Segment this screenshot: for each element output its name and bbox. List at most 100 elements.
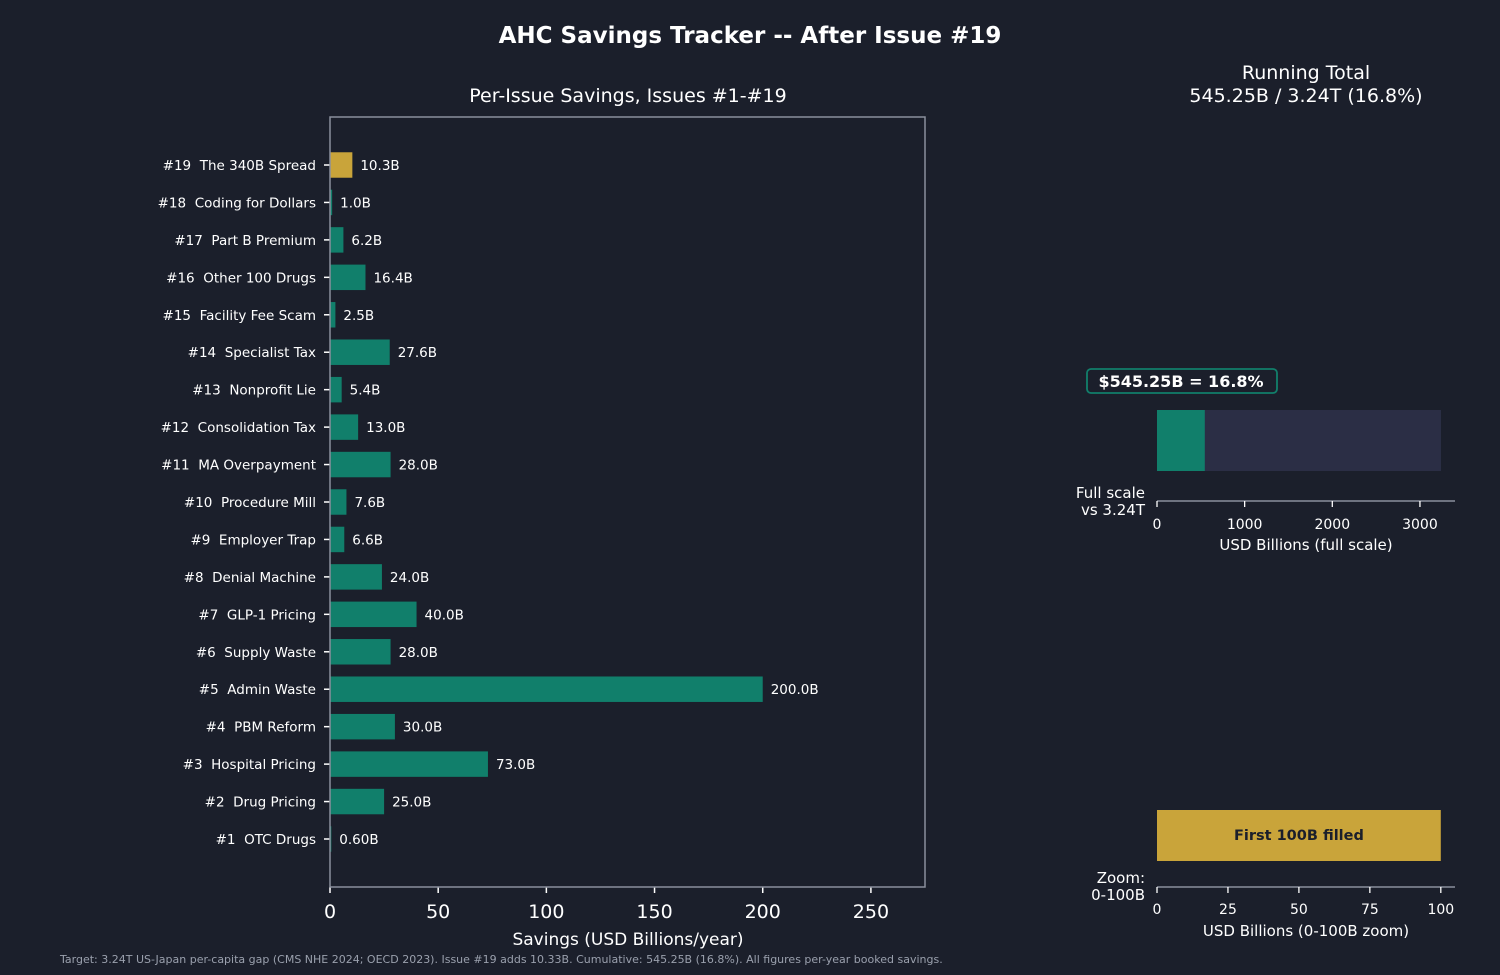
bar-issue-2 bbox=[330, 788, 385, 815]
value-label: 7.6B bbox=[354, 495, 385, 511]
bar-issue-19 bbox=[330, 152, 353, 178]
running-total-title-line-1: Running Total bbox=[1242, 62, 1370, 84]
cumulative-annotation: $545.25B = 16.8% bbox=[1086, 368, 1278, 394]
category-label: #4 PBM Reform bbox=[206, 720, 316, 736]
category-label: #1 OTC Drugs bbox=[216, 832, 316, 848]
value-label: 200.0B bbox=[771, 682, 819, 698]
x-tick-label: 150 bbox=[636, 901, 672, 923]
bar-issue-8 bbox=[330, 564, 382, 590]
category-label: #14 Specialist Tax bbox=[188, 345, 316, 361]
bar-issue-3 bbox=[330, 751, 488, 777]
category-label: #19 The 340B Spread bbox=[163, 158, 316, 174]
x-tick-label: 250 bbox=[853, 901, 889, 923]
zoom-x-axis-label: USD Billions (0-100B zoom) bbox=[1203, 922, 1409, 940]
bar-issue-7 bbox=[330, 601, 417, 628]
full-scale-bars bbox=[1157, 410, 1441, 471]
x-tick-label: 100 bbox=[1427, 902, 1454, 918]
x-tick-label: 3000 bbox=[1402, 517, 1438, 533]
full-scale-x-axis-label: USD Billions (full scale) bbox=[1219, 536, 1392, 554]
category-label: #3 Hospital Pricing bbox=[183, 757, 316, 773]
running-total-chart: Running Total 545.25B / 3.24T (16.8%) $5… bbox=[1076, 62, 1455, 554]
value-label: 1.0B bbox=[340, 195, 371, 211]
bar-issue-17 bbox=[330, 227, 344, 253]
category-label: #7 GLP-1 Pricing bbox=[198, 607, 316, 623]
x-tick-label: 2000 bbox=[1314, 517, 1350, 533]
category-label: #11 MA Overpayment bbox=[161, 458, 316, 474]
category-label: #13 Nonprofit Lie bbox=[192, 383, 316, 399]
bar-issue-18 bbox=[330, 189, 333, 216]
cumulative-bar bbox=[1157, 410, 1205, 471]
per-issue-bars bbox=[330, 152, 763, 852]
bar-issue-13 bbox=[330, 376, 342, 403]
value-label: 6.2B bbox=[351, 233, 382, 249]
category-label: #18 Coding for Dollars bbox=[158, 195, 316, 211]
x-tick-label: 0 bbox=[324, 901, 336, 923]
bar-issue-9 bbox=[330, 526, 345, 553]
value-label: 28.0B bbox=[399, 458, 438, 474]
full-scale-y-label-line-2: vs 3.24T bbox=[1081, 501, 1146, 519]
zoom-bars: First 100B filled bbox=[1157, 810, 1441, 861]
cumulative-annotation-box bbox=[1086, 368, 1278, 394]
value-label: 30.0B bbox=[403, 720, 442, 736]
bar-issue-11 bbox=[330, 451, 391, 478]
value-label: 40.0B bbox=[425, 607, 464, 623]
per-issue-chart: Per-Issue Savings, Issues #1-#19 #1 OTC … bbox=[158, 85, 926, 950]
cumulative-annotation-text: $545.25B = 16.8% bbox=[1098, 372, 1263, 391]
value-label: 5.4B bbox=[350, 383, 381, 399]
bar-issue-10 bbox=[330, 489, 347, 515]
x-tick-label: 100 bbox=[528, 901, 564, 923]
bar-issue-6 bbox=[330, 639, 391, 665]
value-label: 2.5B bbox=[343, 308, 374, 324]
value-label: 0.60B bbox=[339, 832, 378, 848]
zoom-y-label-line-2: 0-100B bbox=[1091, 886, 1145, 904]
bar-issue-5 bbox=[330, 676, 763, 702]
running-total-title-line-2: 545.25B / 3.24T (16.8%) bbox=[1189, 85, 1422, 107]
category-label: #10 Procedure Mill bbox=[184, 495, 316, 511]
per-issue-x-ticks: 0 50 100 150 200 250 bbox=[324, 887, 889, 923]
value-label: 27.6B bbox=[398, 345, 437, 361]
category-label: #6 Supply Waste bbox=[196, 645, 316, 661]
per-issue-value-labels: 0.60B 25.0B 73.0B 30.0B 200.0B 28.0B 40.0B 24.0… bbox=[339, 158, 818, 848]
value-label: 13.0B bbox=[366, 420, 405, 436]
bar-issue-15 bbox=[330, 302, 336, 328]
category-label: #5 Admin Waste bbox=[199, 682, 316, 698]
per-issue-plot-frame bbox=[329, 116, 926, 888]
zoom-chart: First 100B filled 0 25 50 75 100 Zoom: 0-100… bbox=[1091, 810, 1455, 940]
category-label: #12 Consolidation Tax bbox=[161, 420, 316, 436]
per-issue-category-labels: #1 OTC Drugs #2 Drug Pricing #3 Hospital P… bbox=[158, 158, 330, 848]
category-label: #15 Facility Fee Scam bbox=[163, 308, 316, 324]
x-tick-label: 0 bbox=[1153, 902, 1162, 918]
bar-issue-14 bbox=[330, 339, 390, 365]
value-label: 28.0B bbox=[399, 645, 438, 661]
x-tick-label: 50 bbox=[1290, 902, 1308, 918]
bar-issue-12 bbox=[330, 414, 359, 440]
zoom-y-label-line-1: Zoom: bbox=[1097, 869, 1145, 887]
x-tick-label: 0 bbox=[1153, 517, 1162, 533]
full-scale-y-label-line-1: Full scale bbox=[1076, 484, 1145, 502]
category-label: #9 Employer Trap bbox=[190, 532, 316, 548]
value-label: 24.0B bbox=[390, 570, 429, 586]
category-label: #16 Other 100 Drugs bbox=[166, 270, 316, 286]
full-scale-x-ticks: 0 1000 2000 3000 bbox=[1153, 501, 1438, 533]
value-label: 16.4B bbox=[373, 270, 412, 286]
zoom-fill-label: First 100B filled bbox=[1234, 828, 1364, 844]
zoom-fill-bar bbox=[1157, 810, 1441, 861]
per-issue-chart-title: Per-Issue Savings, Issues #1-#19 bbox=[469, 85, 786, 107]
x-tick-label: 75 bbox=[1361, 902, 1379, 918]
value-label: 25.0B bbox=[392, 795, 431, 811]
bar-issue-16 bbox=[330, 264, 366, 291]
value-label: 10.3B bbox=[360, 158, 399, 174]
zoom-x-ticks: 0 25 50 75 100 bbox=[1153, 887, 1454, 918]
category-label: #2 Drug Pricing bbox=[205, 795, 316, 811]
value-label: 6.6B bbox=[352, 532, 383, 548]
per-issue-x-axis-label: Savings (USD Billions/year) bbox=[512, 930, 743, 950]
category-label: #8 Denial Machine bbox=[184, 570, 316, 586]
footnote: Target: 3.24T US-Japan per-capita gap (C… bbox=[59, 953, 943, 966]
x-tick-label: 1000 bbox=[1227, 517, 1263, 533]
bar-issue-4 bbox=[330, 713, 395, 740]
x-tick-label: 25 bbox=[1219, 902, 1237, 918]
figure-title: AHC Savings Tracker -- After Issue #19 bbox=[499, 23, 1002, 49]
x-tick-label: 200 bbox=[745, 901, 781, 923]
value-label: 73.0B bbox=[496, 757, 535, 773]
x-tick-label: 50 bbox=[426, 901, 450, 923]
